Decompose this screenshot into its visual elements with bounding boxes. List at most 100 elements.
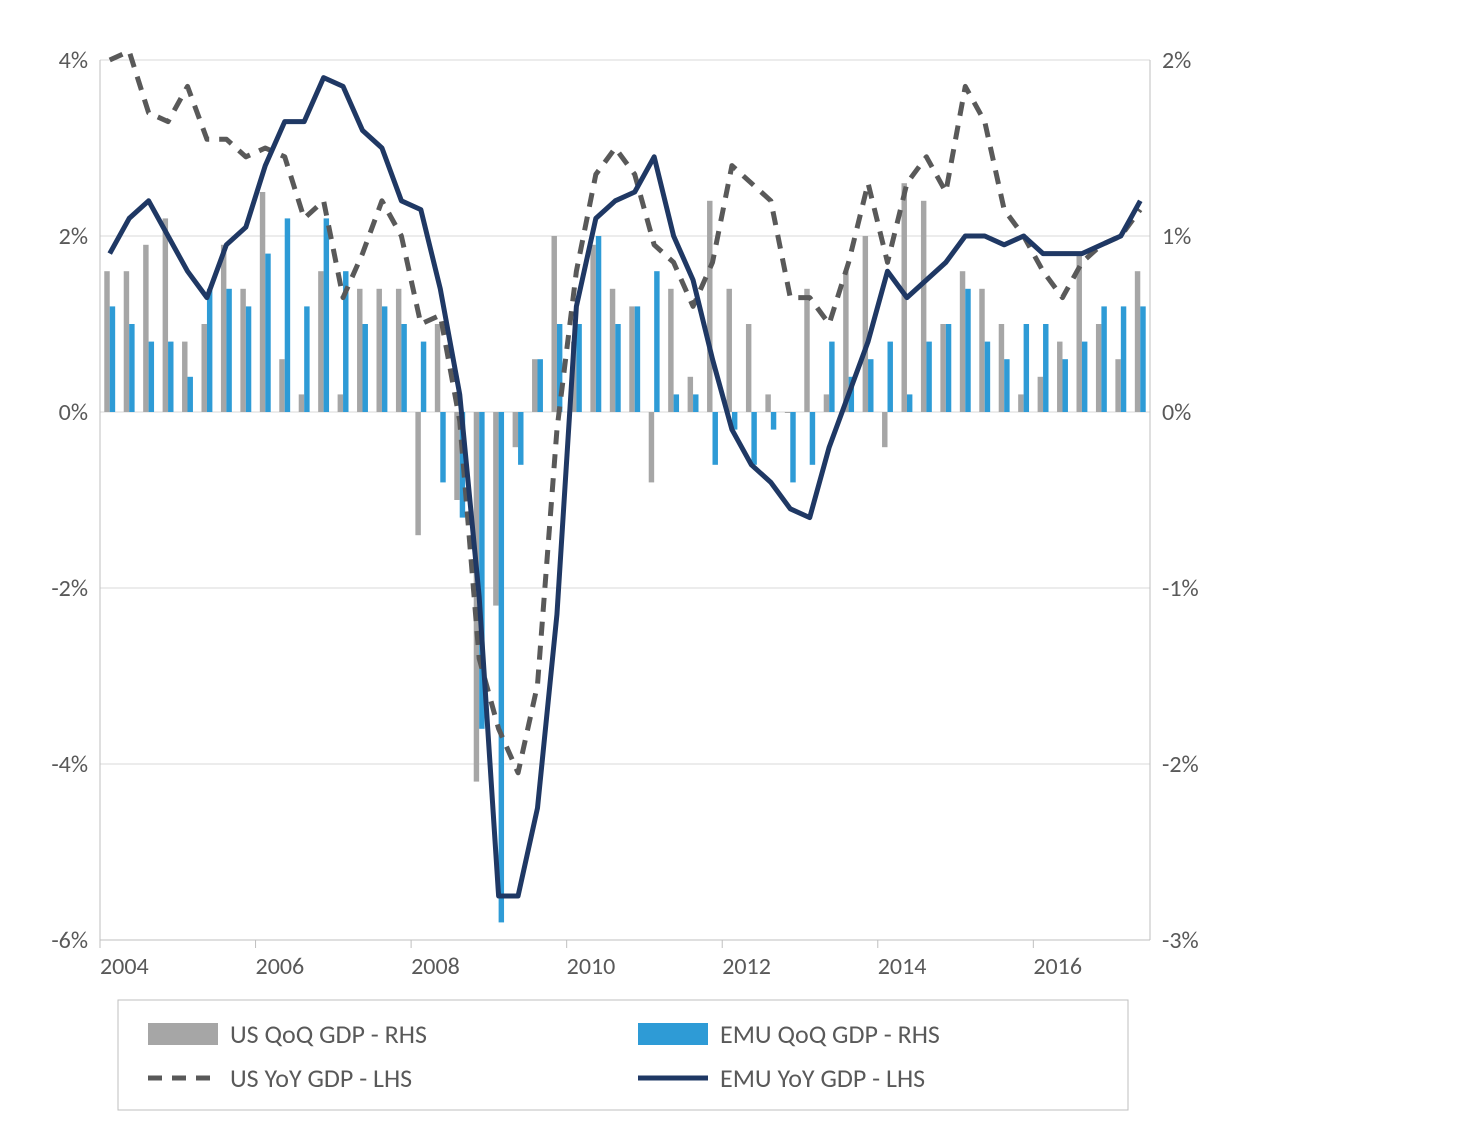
emu-qoq-bar <box>557 324 562 412</box>
us-qoq-bar <box>629 306 634 412</box>
us-qoq-bar <box>493 412 498 606</box>
emu-qoq-bar <box>440 412 445 482</box>
us-qoq-bar <box>552 236 557 412</box>
emu-qoq-bar <box>771 412 776 430</box>
emu-qoq-bar <box>1004 359 1009 412</box>
emu-qoq-bar <box>110 306 115 412</box>
emu-qoq-bar <box>810 412 815 465</box>
emu-qoq-bar <box>1024 324 1029 412</box>
us-qoq-bar <box>163 218 168 412</box>
emu-qoq-bar <box>207 289 212 412</box>
emu-qoq-bar <box>654 271 659 412</box>
us-qoq-bar <box>104 271 109 412</box>
us-qoq-bar <box>610 289 615 412</box>
left-axis-label: 4% <box>59 46 88 75</box>
chart-svg: 2004200620082010201220142016-6%-4%-2%0%2… <box>0 0 1463 1135</box>
emu-qoq-bar <box>790 412 795 482</box>
x-axis-label: 2016 <box>1033 952 1082 981</box>
us-qoq-bar <box>649 412 654 482</box>
emu-qoq-bar <box>751 412 756 465</box>
us-qoq-bar <box>979 289 984 412</box>
us-qoq-bar <box>1077 254 1082 412</box>
legend-swatch <box>148 1023 218 1045</box>
emu-qoq-bar <box>226 289 231 412</box>
x-axis-label: 2010 <box>567 952 616 981</box>
emu-qoq-bar <box>304 306 309 412</box>
emu-qoq-bar <box>1043 324 1048 412</box>
emu-qoq-bar <box>246 306 251 412</box>
emu-qoq-bar <box>1121 306 1126 412</box>
right-axis-label: 2% <box>1162 46 1191 75</box>
us-qoq-bar <box>940 324 945 412</box>
emu-qoq-bar <box>888 342 893 412</box>
emu-qoq-bar <box>382 306 387 412</box>
legend-label: EMU QoQ GDP - RHS <box>720 1018 940 1050</box>
us-qoq-bar <box>804 289 809 412</box>
left-axis-label: -6% <box>51 926 88 955</box>
x-axis-label: 2012 <box>722 952 771 981</box>
emu-qoq-bar <box>635 306 640 412</box>
left-axis-label: 2% <box>59 222 88 251</box>
us-qoq-bar <box>318 271 323 412</box>
us-qoq-bar <box>532 359 537 412</box>
us-qoq-bar <box>921 201 926 412</box>
us-qoq-bar <box>960 271 965 412</box>
emu-qoq-bar <box>188 377 193 412</box>
us-qoq-bar <box>1057 342 1062 412</box>
gdp-chart: 2004200620082010201220142016-6%-4%-2%0%2… <box>0 0 1463 1135</box>
emu-qoq-bar <box>1063 359 1068 412</box>
us-qoq-bar <box>1018 394 1023 412</box>
us-qoq-bar <box>1115 359 1120 412</box>
legend-swatch <box>638 1023 708 1045</box>
left-axis-label: -4% <box>51 750 88 779</box>
x-axis-label: 2006 <box>256 952 305 981</box>
emu-qoq-bar <box>868 359 873 412</box>
emu-qoq-bar <box>265 254 270 412</box>
emu-qoq-bar <box>693 394 698 412</box>
emu-qoq-bar <box>285 218 290 412</box>
emu-qoq-bar <box>829 342 834 412</box>
emu-qoq-bar <box>1101 306 1106 412</box>
x-axis-label: 2004 <box>100 952 149 981</box>
us-qoq-bar <box>240 289 245 412</box>
us-qoq-bar <box>357 289 362 412</box>
right-axis-label: -2% <box>1162 750 1199 779</box>
emu-qoq-bar <box>615 324 620 412</box>
us-qoq-bar <box>1135 271 1140 412</box>
us-qoq-bar <box>882 412 887 447</box>
right-axis-label: 0% <box>1162 398 1191 427</box>
emu-qoq-bar <box>1140 306 1145 412</box>
us-qoq-bar <box>143 245 148 412</box>
legend-label: US QoQ GDP - RHS <box>230 1018 427 1050</box>
us-qoq-bar <box>396 289 401 412</box>
emu-qoq-bar <box>363 324 368 412</box>
left-axis-label: -2% <box>51 574 88 603</box>
legend-label: EMU YoY GDP - LHS <box>720 1062 925 1094</box>
emu-qoq-bar <box>926 342 931 412</box>
us-qoq-bar <box>202 324 207 412</box>
us-qoq-bar <box>1038 377 1043 412</box>
emu-qoq-bar <box>1082 342 1087 412</box>
us-qoq-bar <box>1096 324 1101 412</box>
emu-qoq-bar <box>946 324 951 412</box>
emu-qoq-bar <box>129 324 134 412</box>
us-qoq-bar <box>338 394 343 412</box>
emu-qoq-bar <box>965 289 970 412</box>
legend-label: US YoY GDP - LHS <box>230 1062 412 1094</box>
emu-qoq-bar <box>907 394 912 412</box>
right-axis-label: -1% <box>1162 574 1199 603</box>
us-qoq-bar <box>746 324 751 412</box>
right-axis-label: -3% <box>1162 926 1199 955</box>
emu-qoq-bar <box>421 342 426 412</box>
us-qoq-bar <box>668 289 673 412</box>
us-qoq-bar <box>435 324 440 412</box>
emu-qoq-bar <box>401 324 406 412</box>
emu-qoq-bar <box>324 218 329 412</box>
emu-qoq-bar <box>985 342 990 412</box>
us-qoq-bar <box>999 324 1004 412</box>
emu-qoq-bar <box>518 412 523 465</box>
us-qoq-bar <box>863 236 868 412</box>
us-qoq-bar <box>824 394 829 412</box>
us-qoq-bar <box>124 271 129 412</box>
us-qoq-bar <box>415 412 420 535</box>
